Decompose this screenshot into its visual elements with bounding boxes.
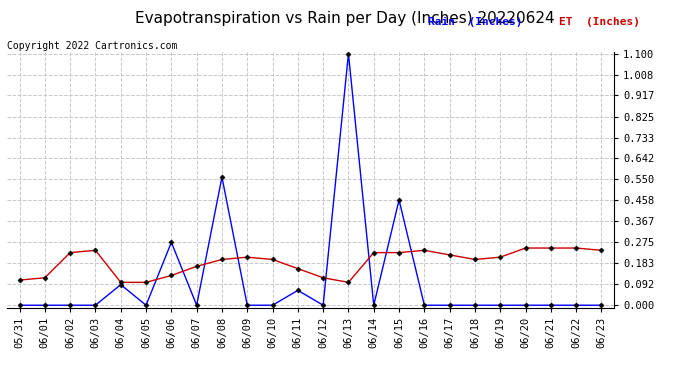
Text: Copyright 2022 Cartronics.com: Copyright 2022 Cartronics.com <box>7 41 177 51</box>
Text: Evapotranspiration vs Rain per Day (Inches) 20220624: Evapotranspiration vs Rain per Day (Inch… <box>135 11 555 26</box>
Text: Rain  (Inches): Rain (Inches) <box>428 17 522 27</box>
Text: ET  (Inches): ET (Inches) <box>559 17 640 27</box>
